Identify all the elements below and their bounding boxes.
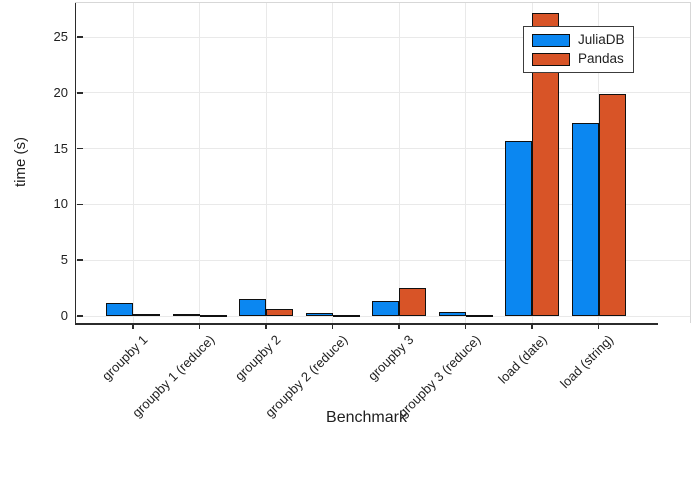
legend-swatch-icon	[532, 33, 570, 47]
x-tick-mark	[198, 323, 201, 329]
y-tick-label: 10	[53, 196, 68, 212]
y-tick-label: 20	[53, 84, 68, 100]
bar-juliadb-4	[305, 312, 333, 316]
y-tick-mark	[76, 315, 83, 317]
vertical-gridline	[199, 3, 200, 323]
bar-pandas-4	[332, 315, 360, 317]
x-tick-mark	[597, 323, 600, 329]
y-tick-label: 25	[53, 29, 68, 45]
horizontal-gridline	[76, 259, 690, 261]
bar-juliadb-3	[239, 298, 266, 316]
horizontal-gridline	[76, 36, 690, 38]
bar-juliadb-6	[438, 312, 466, 316]
y-tick-mark	[76, 259, 83, 261]
y-tick-label: 15	[53, 140, 68, 156]
vertical-gridline	[398, 3, 400, 323]
x-tick-mark	[331, 323, 334, 329]
x-tick-mark	[132, 323, 134, 329]
y-tick-mark	[76, 203, 83, 206]
bar-pandas-3	[266, 308, 293, 316]
bar-juliadb-1	[106, 302, 133, 316]
bar-pandas-6	[465, 315, 493, 317]
bar-juliadb-2	[172, 314, 200, 317]
y-tick-label: 5	[60, 252, 68, 268]
x-tick-label: groupby 1	[99, 332, 151, 384]
x-tick-mark	[464, 323, 467, 329]
vertical-gridline	[265, 3, 267, 323]
vertical-gridline	[465, 3, 466, 323]
x-tick-label: groupby 3	[365, 332, 417, 384]
y-tick-mark	[76, 36, 83, 38]
legend-entry-juliadb: JuliaDB	[532, 32, 625, 48]
vertical-gridline	[132, 3, 134, 323]
y-axis-title: time (s)	[12, 137, 29, 187]
bar-pandas-1	[133, 313, 160, 316]
y-tick-mark	[76, 92, 83, 94]
horizontal-gridline	[76, 203, 690, 205]
x-tick-mark	[531, 323, 533, 329]
x-tick-label: load (string)	[556, 332, 617, 392]
horizontal-gridline	[76, 92, 690, 94]
legend-label: JuliaDB	[578, 32, 625, 47]
y-axis-line	[74, 3, 76, 325]
bar-pandas-8	[598, 93, 626, 316]
y-tick-mark	[76, 147, 83, 150]
legend-entry-pandas: Pandas	[532, 51, 625, 67]
right-frame-line	[690, 3, 691, 323]
y-tick-label: 0	[60, 308, 68, 323]
x-tick-label: groupby 2	[232, 332, 284, 384]
vertical-gridline	[332, 3, 333, 323]
x-tick-label: load (date)	[495, 332, 550, 387]
bar-juliadb-5	[372, 301, 399, 316]
x-tick-mark	[265, 323, 267, 329]
x-tick-mark	[398, 323, 400, 329]
horizontal-gridline	[76, 148, 690, 150]
horizontal-gridline	[76, 315, 690, 317]
bar-juliadb-7	[505, 140, 532, 316]
top-frame-line	[75, 2, 691, 3]
legend-swatch-icon	[532, 52, 570, 66]
legend: JuliaDB Pandas	[523, 26, 634, 73]
bar-juliadb-8	[571, 122, 599, 316]
x-axis-title: Benchmark	[326, 409, 407, 426]
bar-pandas-2	[199, 315, 227, 317]
x-axis-line	[75, 323, 658, 325]
legend-label: Pandas	[578, 51, 624, 66]
bar-pandas-5	[399, 288, 426, 316]
